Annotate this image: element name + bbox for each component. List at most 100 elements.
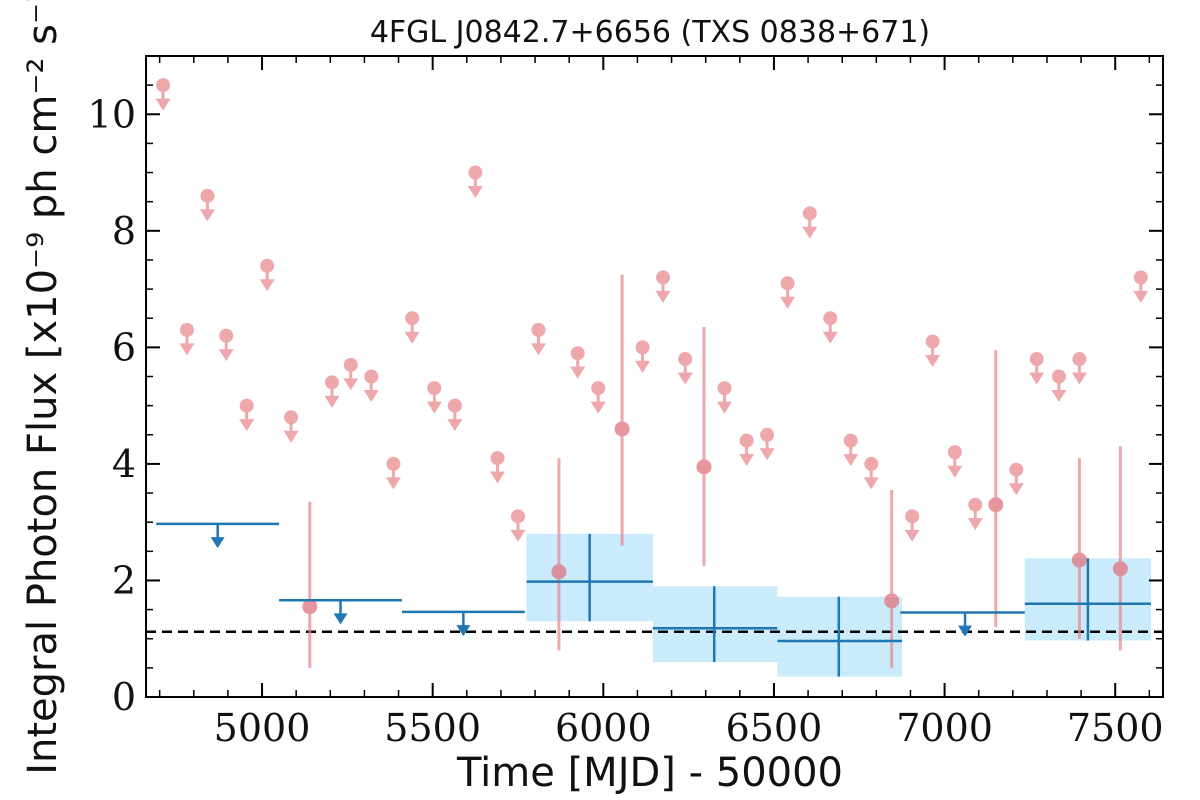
upper-limit-arrow [155, 98, 171, 111]
data-point [302, 599, 318, 615]
data-point [405, 311, 420, 326]
short-bin-upper-limit [385, 456, 401, 490]
short-bin-upper-limit [467, 165, 483, 199]
short-bin-upper-limit [1029, 352, 1045, 385]
long-bin-upper-limit [900, 611, 1025, 637]
y-tick-label: 10 [88, 92, 136, 136]
y-tick-label: 6 [112, 325, 136, 369]
upper-limit-arrow [283, 430, 299, 443]
upper-limit-arrow [843, 454, 859, 467]
data-point [1133, 270, 1148, 285]
data-point [823, 311, 838, 326]
long-bin-upper-limit [401, 610, 525, 637]
short-bin-upper-limit [1051, 369, 1067, 402]
y-tick-label: 8 [112, 209, 136, 253]
data-point [1029, 352, 1044, 367]
data-point [1009, 462, 1024, 477]
upper-limit-arrow [635, 360, 651, 373]
data-point [739, 433, 754, 448]
short-bin-upper-limit [1008, 462, 1024, 496]
long-bin-detection [652, 586, 778, 663]
data-point [1072, 352, 1087, 367]
upper-limit-arrow [655, 290, 671, 303]
upper-limit-arrow [863, 477, 879, 490]
upper-limit-arrow [570, 366, 586, 379]
short-bin-upper-limit [283, 410, 299, 443]
x-tick-label: 7500 [1067, 706, 1164, 750]
upper-limit-arrow [426, 401, 442, 414]
short-bin-detection [988, 350, 1004, 628]
upper-limit-arrow [1133, 290, 1149, 303]
data-point [531, 322, 546, 337]
upper-limit-arrow [467, 186, 483, 199]
short-bin-upper-limit [925, 334, 941, 368]
y-tick-label: 0 [112, 675, 136, 719]
upper-limit-arrow [904, 529, 920, 542]
short-bin-upper-limit [863, 456, 879, 490]
long-bin-detection [1024, 558, 1152, 641]
data-point [802, 206, 817, 221]
short-bin-upper-limit [655, 270, 671, 303]
data-point [591, 381, 606, 396]
upper-limit-arrow [1051, 389, 1067, 402]
data-point [760, 427, 775, 442]
data-point [968, 497, 983, 512]
data-point [468, 165, 483, 180]
data-point [696, 459, 712, 475]
upper-limit-arrow [210, 537, 225, 549]
data-point [551, 564, 567, 580]
upper-limit-arrow [802, 226, 818, 239]
short-bin-upper-limit [218, 328, 234, 362]
data-point [843, 433, 858, 448]
data-point [1112, 561, 1128, 577]
upper-limit-arrow [239, 419, 255, 432]
long-bin-detection [777, 596, 902, 677]
data-point [260, 258, 275, 273]
short-bin-detection [1071, 458, 1087, 639]
upper-limit-arrow [490, 471, 506, 484]
data-point [1051, 369, 1066, 384]
short-bin-upper-limit [239, 398, 255, 432]
data-point [179, 322, 194, 337]
short-bin-upper-limit [780, 276, 796, 309]
data-point [864, 456, 879, 471]
upper-limit-arrow [967, 518, 983, 531]
short-bin-upper-limit [179, 322, 195, 356]
upper-limit-arrow [447, 419, 463, 432]
short-bin-detection [696, 326, 712, 566]
data-point [717, 381, 732, 396]
short-bin-upper-limit [490, 451, 506, 484]
upper-limit-arrow [510, 529, 526, 542]
data-point [200, 188, 215, 203]
long-bin-detection [526, 533, 653, 622]
short-bin-upper-limit [802, 206, 818, 239]
upper-limit-arrow [780, 296, 796, 309]
upper-limit-arrow [822, 331, 838, 344]
short-bin-upper-limit [822, 311, 838, 344]
upper-limit-arrow [218, 349, 234, 362]
short-bin-detection [614, 274, 630, 546]
short-bin-upper-limit [363, 369, 379, 402]
x-tick-label: 5000 [214, 706, 311, 750]
short-bin-upper-limit [343, 357, 359, 391]
upper-limit-arrow [925, 355, 941, 368]
upper-limit-arrow [947, 465, 963, 478]
data-point [427, 381, 442, 396]
short-bin-detection [884, 490, 900, 668]
data-point [284, 410, 299, 425]
short-bin-detection [1112, 446, 1128, 651]
upper-limit-arrow [716, 401, 732, 414]
short-bin-upper-limit [155, 78, 171, 111]
upper-limit-arrow [759, 448, 775, 461]
upper-limit-arrow [199, 209, 215, 222]
data-point [905, 509, 920, 524]
short-bin-detection [302, 501, 318, 668]
x-tick-label: 5500 [384, 706, 481, 750]
data-point [570, 346, 585, 361]
data-point [239, 398, 254, 413]
upper-limit-arrow [677, 372, 693, 385]
x-tick-label: 6000 [555, 706, 652, 750]
data-point [780, 276, 795, 291]
x-tick-label: 6500 [726, 706, 823, 750]
